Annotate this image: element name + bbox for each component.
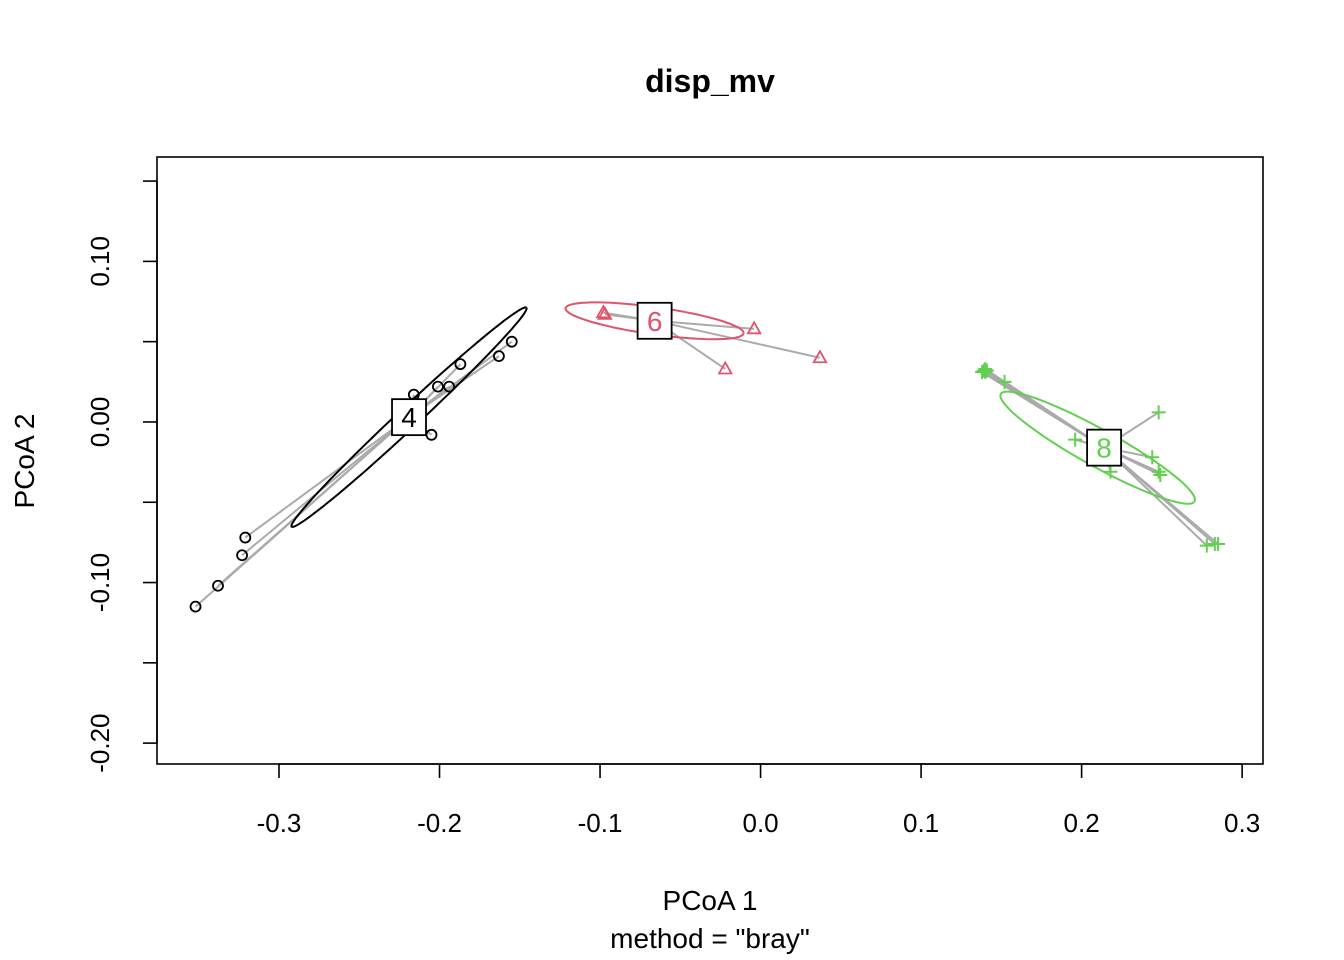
point-group-4 [493, 350, 505, 363]
point-group-6 [746, 320, 762, 335]
connector-line-group-4 [241, 416, 410, 557]
point-group-8 [997, 374, 1012, 389]
centroid-box-group-8 [1086, 428, 1122, 467]
x-axis-subtitle: method = "bray" [610, 923, 810, 954]
point-group-8 [1199, 538, 1214, 553]
point-group-4 [505, 335, 518, 348]
connector-line-group-8 [1103, 446, 1219, 545]
point-group-8 [1151, 405, 1166, 420]
connector-line-group-4 [217, 416, 410, 587]
point-group-8 [1151, 464, 1166, 479]
x-axis-label: PCoA 1 [663, 885, 758, 916]
centroid-label-group-8: 8 [1096, 433, 1112, 464]
ellipse-group-6 [564, 301, 745, 341]
point-group-8 [1145, 450, 1160, 465]
y-axis-label: PCoA 2 [9, 414, 40, 509]
point-group-6 [812, 349, 828, 364]
data-points [189, 304, 1226, 613]
x-tick-label: -0.3 [257, 808, 302, 838]
point-group-4 [432, 380, 444, 393]
y-axis: -0.20 -0.10 0.00 0.10 [85, 180, 158, 773]
x-tick-label: 0.0 [742, 808, 778, 838]
x-tick-label: 0.3 [1224, 808, 1260, 838]
connector-line-group-6 [654, 319, 821, 359]
point-group-4 [189, 600, 202, 613]
point-group-8 [1103, 464, 1118, 479]
group-centroids: 4 6 8 [391, 301, 1122, 467]
x-axis: -0.3 -0.2 -0.1 0.0 0.1 0.2 0.3 [257, 763, 1260, 838]
point-group-6 [597, 306, 613, 320]
centroid-box-group-4 [391, 398, 427, 437]
point-group-8 [1153, 467, 1168, 482]
x-tick-label: -0.2 [417, 808, 462, 838]
point-group-4 [454, 358, 467, 371]
point-group-8 [1211, 537, 1226, 552]
point-group-8 [978, 365, 993, 380]
centroid-box-group-6 [636, 301, 673, 340]
y-tick-label: -0.20 [85, 713, 115, 772]
y-tick-label: -0.10 [85, 553, 115, 612]
point-group-4 [236, 549, 248, 562]
centroid-label-group-4: 4 [401, 402, 417, 433]
point-group-4 [239, 531, 252, 544]
chart-title: disp_mv [645, 63, 775, 99]
x-tick-label: -0.1 [578, 808, 623, 838]
point-group-8 [979, 363, 994, 378]
x-tick-label: 0.1 [903, 808, 939, 838]
connector-line-group-4 [244, 416, 410, 539]
ellipse-group-8 [999, 390, 1196, 505]
point-group-8 [1068, 432, 1083, 447]
ellipse-group-4 [290, 306, 528, 528]
point-group-6 [717, 360, 733, 375]
group-ellipses [290, 301, 1196, 528]
point-group-4 [443, 380, 456, 393]
y-tick-label: 0.10 [85, 236, 115, 287]
point-group-4 [212, 579, 224, 592]
y-tick-label: 0.00 [85, 397, 115, 448]
centroid-label-group-6: 6 [647, 306, 663, 337]
x-tick-label: 0.2 [1064, 808, 1100, 838]
